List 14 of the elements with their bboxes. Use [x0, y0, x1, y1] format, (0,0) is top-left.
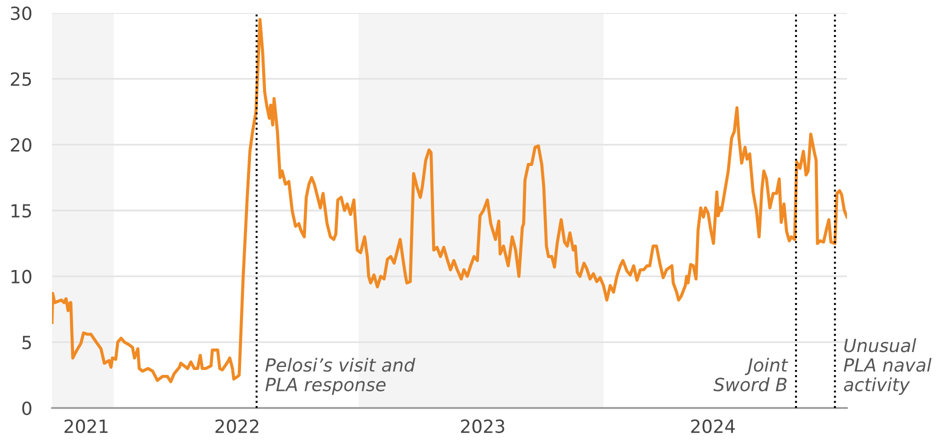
ref-line-label: Joint Sword B — [714, 358, 788, 392]
y-tick-label: 20 — [10, 138, 32, 152]
x-tick-label: 2023 — [461, 419, 504, 434]
ref-line-label: Unusual PLA naval activity — [844, 338, 932, 395]
x-tick-label: 2021 — [64, 419, 108, 434]
y-tick-label: 10 — [12, 270, 32, 284]
y-tick-label: 30 — [10, 6, 32, 20]
y-tick-label: 15 — [12, 204, 31, 218]
y-tick-label: 0 — [22, 401, 32, 416]
x-tick-label: 2022 — [216, 419, 258, 434]
ref-line-label: Pelosi’s visit and PLA response — [265, 358, 416, 395]
x-tick-label: 2024 — [691, 419, 735, 434]
y-tick-label: 25 — [10, 72, 31, 86]
y-tick-label: 5 — [22, 336, 31, 350]
